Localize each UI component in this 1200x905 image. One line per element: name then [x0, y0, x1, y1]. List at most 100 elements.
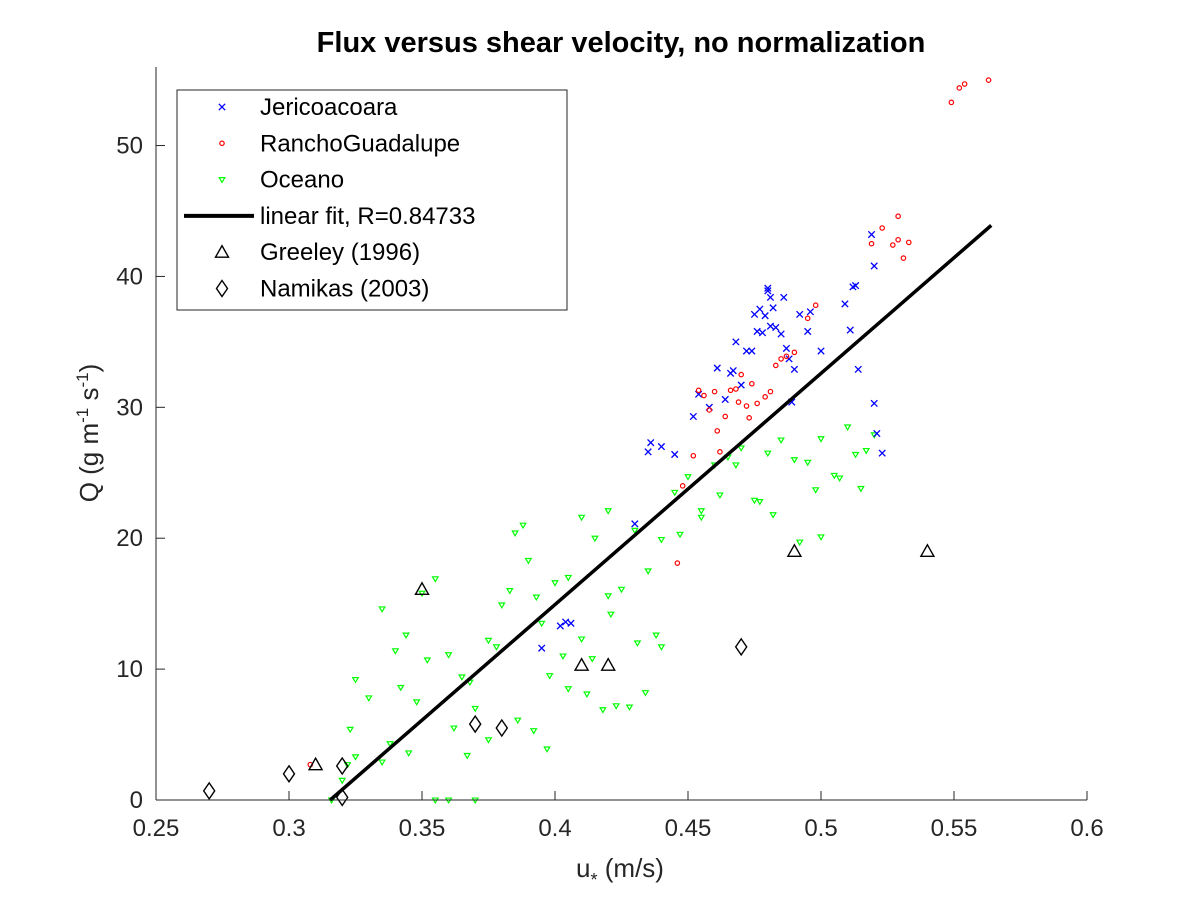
data-point — [679, 483, 686, 489]
data-point — [804, 327, 812, 336]
data-point — [697, 514, 706, 522]
data-point — [652, 632, 660, 640]
data-point — [734, 637, 748, 657]
data-point — [505, 588, 514, 595]
data-point — [727, 387, 734, 394]
data-point — [895, 236, 901, 243]
data-point — [444, 652, 453, 659]
data-point — [713, 364, 721, 372]
legend-label: Greeley (1996) — [260, 239, 420, 266]
data-point — [811, 487, 820, 494]
data-point — [551, 580, 559, 587]
data-point — [766, 293, 775, 302]
data-point — [402, 632, 410, 640]
data-point — [625, 704, 634, 712]
data-point — [671, 450, 679, 459]
data-point — [756, 305, 764, 313]
data-point — [404, 750, 413, 757]
data-point — [780, 293, 788, 302]
data-point — [396, 684, 405, 692]
data-point — [604, 593, 613, 600]
data-point — [895, 213, 901, 220]
data-point — [577, 514, 586, 522]
x-tick-label: 0.55 — [931, 815, 978, 842]
data-point — [676, 531, 684, 539]
data-point — [617, 586, 626, 594]
data-point — [564, 574, 573, 582]
data-point — [764, 287, 772, 295]
data-point — [919, 543, 936, 558]
data-point — [431, 576, 440, 583]
data-point — [868, 240, 875, 247]
data-point — [764, 284, 772, 292]
data-point — [423, 657, 432, 664]
data-point — [351, 754, 360, 761]
data-point — [716, 492, 724, 500]
x-tick-label: 0.45 — [665, 815, 712, 842]
data-point — [790, 365, 799, 374]
data-point — [378, 759, 386, 767]
legend-marker — [215, 279, 229, 298]
data-point — [631, 520, 639, 528]
data-point — [412, 699, 421, 706]
data-point — [846, 326, 854, 334]
chart-title: Flux versus shear velocity, no normaliza… — [317, 27, 926, 59]
data-point — [471, 705, 480, 713]
series-ranchoguadalupe — [307, 77, 992, 768]
data-point — [763, 450, 772, 458]
data-point — [391, 648, 400, 655]
series-namikas-2003 — [202, 637, 748, 807]
legend-label: Jericoacoara — [260, 94, 398, 121]
legend: Jericoacoara RanchoGuadalupe Oceano linear … — [176, 89, 568, 311]
data-point — [761, 312, 769, 320]
data-point — [414, 581, 430, 595]
data-point — [484, 637, 493, 645]
data-point — [753, 327, 761, 336]
data-point — [985, 77, 992, 83]
data-point — [722, 413, 729, 420]
legend-marker — [218, 103, 226, 111]
data-point — [795, 539, 804, 547]
data-point — [538, 644, 546, 652]
data-point — [600, 657, 616, 671]
data-point — [343, 762, 352, 769]
data-point — [630, 527, 639, 535]
data-point — [762, 394, 768, 400]
data-point — [851, 451, 860, 459]
data-point — [607, 611, 615, 619]
legend-label: Oceano — [260, 167, 344, 194]
data-point — [697, 508, 706, 515]
data-point — [364, 695, 373, 702]
data-point — [670, 489, 679, 497]
legend-entry: Jericoacoara — [218, 94, 398, 121]
legend-entry: Greeley (1996) — [214, 239, 420, 266]
data-point — [545, 673, 554, 680]
legend-entry: linear fit, R=0.84733 — [184, 203, 475, 230]
data-point — [732, 338, 740, 346]
data-point — [689, 412, 697, 421]
data-point — [497, 602, 506, 609]
x-tick-label: 0.35 — [399, 815, 446, 842]
y-tick-label: 10 — [116, 656, 143, 683]
data-point — [492, 644, 501, 651]
data-point — [529, 728, 538, 735]
data-point — [202, 781, 216, 801]
data-point — [335, 788, 349, 807]
data-point — [484, 737, 493, 744]
data-point — [463, 752, 472, 760]
data-point — [583, 691, 591, 698]
data-point — [738, 371, 745, 378]
data-point — [769, 512, 777, 519]
legend-box — [176, 89, 568, 311]
data-point — [785, 355, 793, 363]
data-point — [599, 707, 607, 714]
data-point — [782, 344, 791, 353]
data-point — [890, 242, 896, 248]
x-tick-label: 0.4 — [538, 815, 571, 842]
data-point — [750, 497, 759, 505]
linear-fit-line — [329, 224, 993, 802]
x-tick-label: 0.6 — [1070, 815, 1103, 842]
data-point — [450, 725, 458, 732]
x-axis-label: u* (m/s) — [576, 853, 664, 890]
